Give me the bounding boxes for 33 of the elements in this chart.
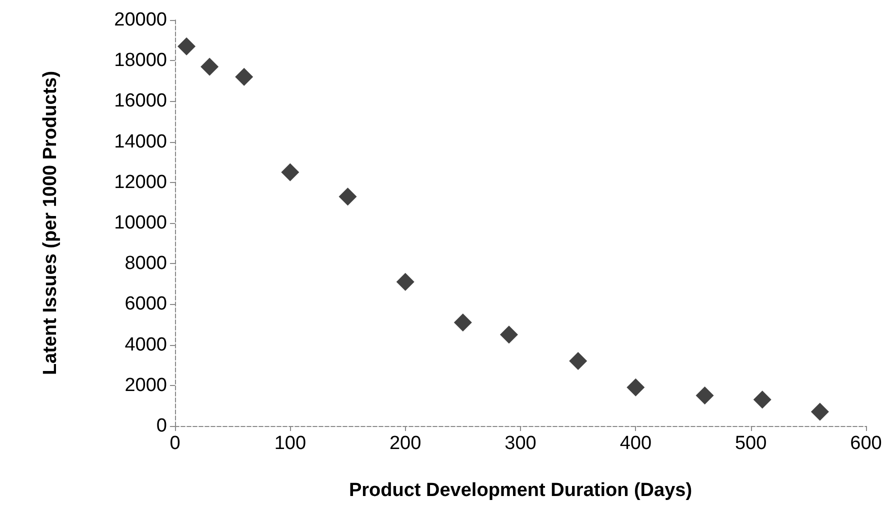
point [753, 390, 772, 409]
x-tick-label: 600 [850, 433, 882, 454]
y-tick-label: 16000 [114, 90, 167, 112]
point [810, 402, 829, 421]
y-tick-label: 8000 [124, 253, 167, 274]
y-tick-label: 14000 [114, 131, 167, 152]
x-axis-title: Product Development Duration (Days) [348, 480, 692, 501]
point [569, 352, 588, 370]
x-tick-label: 200 [389, 433, 422, 454]
point [396, 272, 414, 291]
y-tick-label: 0 [156, 416, 167, 436]
y-tick-label: 12000 [114, 172, 167, 193]
point [338, 188, 357, 206]
point [500, 326, 518, 344]
point [200, 58, 219, 76]
x-tick-label: 300 [504, 433, 536, 454]
point [235, 68, 254, 86]
x-tick-label: 100 [274, 433, 306, 454]
y-tick-label: 18000 [114, 50, 167, 72]
y-tick-label: 4000 [124, 334, 167, 356]
x-tick-label: 500 [734, 433, 767, 454]
point [178, 37, 196, 56]
y-tick-label: 6000 [124, 294, 167, 315]
y-tick-label: 2000 [124, 374, 167, 396]
y-tick-label: 10000 [114, 212, 167, 234]
x-tick-label: 400 [620, 433, 652, 454]
point [696, 386, 714, 405]
point [454, 313, 472, 332]
y-tick-label: 20000 [114, 10, 167, 30]
x-tick-label: 0 [170, 433, 180, 454]
y-axis-title: Latent Issues (per 1000 Products) [40, 70, 61, 376]
point [281, 163, 300, 182]
point [626, 378, 645, 396]
